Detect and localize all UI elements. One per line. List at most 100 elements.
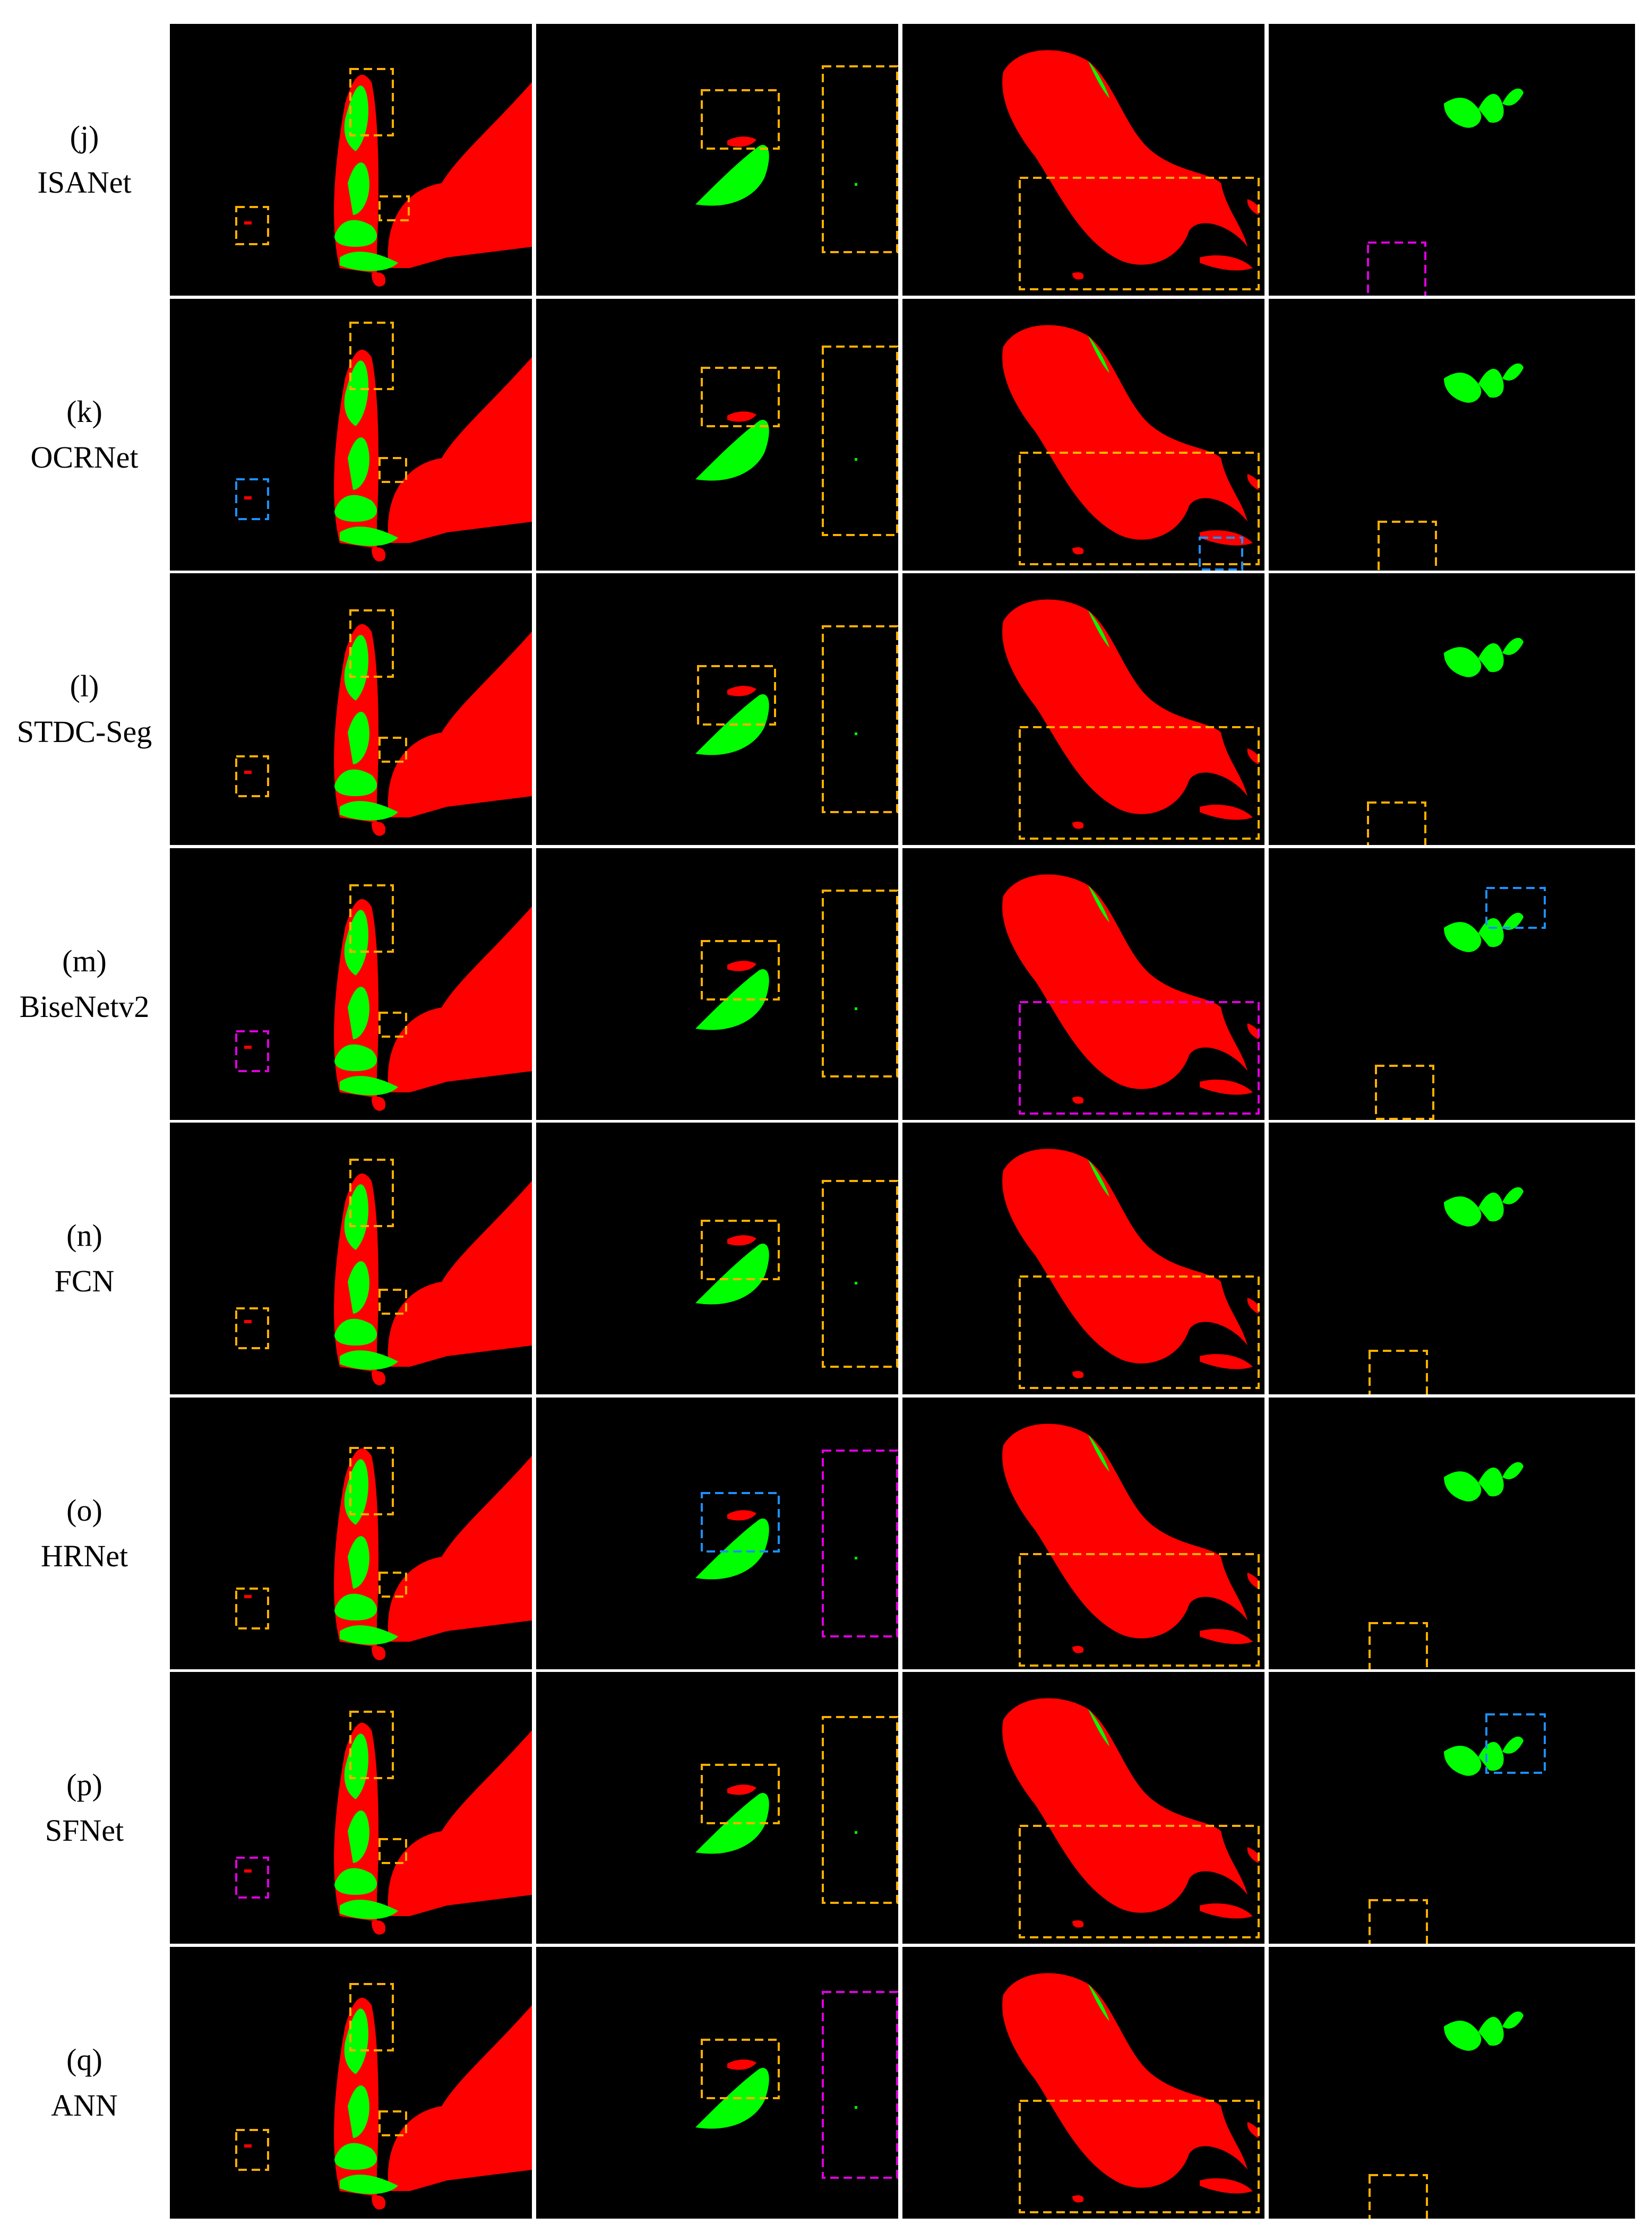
highlight-box — [1019, 726, 1260, 840]
segmentation-mask — [695, 65, 898, 253]
row-letter: (n) — [66, 1218, 102, 1253]
method-name: OCRNet — [30, 439, 139, 475]
highlight-box — [1485, 1713, 1546, 1774]
segmentation-mask — [695, 889, 898, 1077]
segmentation-panel-3 — [902, 24, 1264, 296]
segmentation-mask — [1002, 1973, 1260, 2213]
highlight-box — [235, 1030, 269, 1072]
highlight-box — [235, 2128, 269, 2171]
segmentation-panel-1 — [170, 1123, 532, 1394]
segmentation-mask — [695, 625, 898, 813]
panel-strip — [170, 24, 1646, 296]
method-name: HRNet — [40, 1538, 128, 1573]
segmentation-panel-4 — [1269, 1946, 1635, 2219]
segmentation-mask — [695, 1180, 898, 1368]
result-row: (p) SFNet — [0, 1672, 1652, 1944]
highlight-box — [822, 1990, 898, 2179]
panel-strip — [170, 1946, 1646, 2219]
highlight-box — [349, 884, 394, 953]
segmentation-mask — [1002, 599, 1260, 840]
highlight-box — [822, 1449, 898, 1637]
segmentation-panel-2 — [536, 1397, 898, 1669]
result-row: (m) BiseNetv2 — [0, 848, 1652, 1120]
highlight-box — [701, 939, 780, 1001]
row-label: (n) FCN — [0, 1123, 169, 1394]
panel-strip — [170, 298, 1646, 571]
row-letter: (q) — [66, 2042, 102, 2077]
highlight-box — [1375, 1064, 1434, 1120]
segmentation-panel-2 — [536, 848, 898, 1120]
highlight-box — [349, 321, 394, 390]
highlight-box — [1019, 1825, 1260, 1938]
row-letter: (o) — [66, 1493, 102, 1528]
segmentation-panel-4 — [1269, 848, 1635, 1120]
highlight-box — [378, 1289, 407, 1315]
highlight-box — [822, 625, 898, 813]
segmentation-panel-1 — [170, 848, 532, 1120]
segmentation-mask — [1002, 874, 1260, 1115]
segmentation-mask — [1378, 363, 1524, 571]
segmentation-panel-1 — [170, 1397, 532, 1669]
segmentation-panel-2 — [536, 298, 898, 571]
highlight-box — [1019, 177, 1260, 290]
result-row: (j) ISANet — [0, 24, 1652, 296]
highlight-box — [378, 2110, 407, 2136]
segmentation-panel-1 — [170, 1672, 532, 1944]
segmentation-mask — [235, 869, 532, 1111]
highlight-box — [822, 889, 898, 1077]
highlight-box — [1019, 451, 1260, 565]
segmentation-mask — [235, 1144, 532, 1385]
segmentation-mask — [1367, 88, 1524, 296]
highlight-box — [1485, 886, 1546, 929]
row-letter: (l) — [70, 669, 99, 703]
method-name: ANN — [51, 2088, 118, 2123]
highlight-box — [349, 68, 394, 136]
highlight-box — [349, 1711, 394, 1779]
segmentation-panel-2 — [536, 1946, 898, 2219]
highlight-box — [1378, 520, 1437, 571]
segmentation-mask — [695, 345, 898, 536]
segmentation-panel-4 — [1269, 24, 1635, 296]
highlight-box — [235, 1307, 269, 1349]
highlight-box — [235, 1857, 269, 1899]
row-label: (q) ANN — [0, 1947, 169, 2219]
highlight-box — [697, 665, 776, 726]
segmentation-mask — [235, 45, 532, 287]
result-row: (n) FCN — [0, 1123, 1652, 1394]
row-letter: (j) — [70, 119, 99, 154]
panel-strip — [170, 1123, 1646, 1394]
segmentation-mask — [1002, 1149, 1260, 1389]
panel-strip — [170, 1397, 1646, 1669]
highlight-box — [378, 456, 407, 483]
segmentation-mask — [235, 594, 532, 836]
highlight-box — [1199, 536, 1243, 571]
highlight-box — [1367, 801, 1426, 845]
highlight-box — [822, 345, 898, 536]
segmentation-panel-2 — [536, 573, 898, 845]
segmentation-mask — [235, 320, 532, 562]
highlight-box — [378, 195, 410, 221]
row-label: (k) OCRNet — [0, 299, 169, 571]
method-name: BiseNetv2 — [19, 989, 150, 1024]
segmentation-panel-1 — [170, 1946, 532, 2219]
highlight-box — [235, 755, 269, 797]
segmentation-panel-3 — [902, 1946, 1264, 2219]
segmentation-mask — [1002, 50, 1260, 290]
panel-strip — [170, 573, 1646, 845]
segmentation-mask — [1369, 1187, 1524, 1394]
highlight-box — [378, 1571, 407, 1598]
highlight-box — [235, 478, 269, 520]
segmentation-panel-3 — [902, 298, 1264, 571]
segmentation-mask — [1369, 1462, 1524, 1669]
highlight-box — [378, 1838, 407, 1864]
highlight-box — [1019, 1001, 1260, 1115]
highlight-box — [235, 206, 269, 245]
highlight-box — [1369, 1899, 1428, 1944]
segmentation-panel-4 — [1269, 573, 1635, 845]
highlight-box — [1019, 1275, 1260, 1389]
highlight-box — [378, 1011, 407, 1038]
segmentation-panel-1 — [170, 24, 532, 296]
segmentation-panel-1 — [170, 298, 532, 571]
segmentation-mask — [695, 1716, 898, 1904]
method-name: SFNet — [45, 1813, 124, 1848]
